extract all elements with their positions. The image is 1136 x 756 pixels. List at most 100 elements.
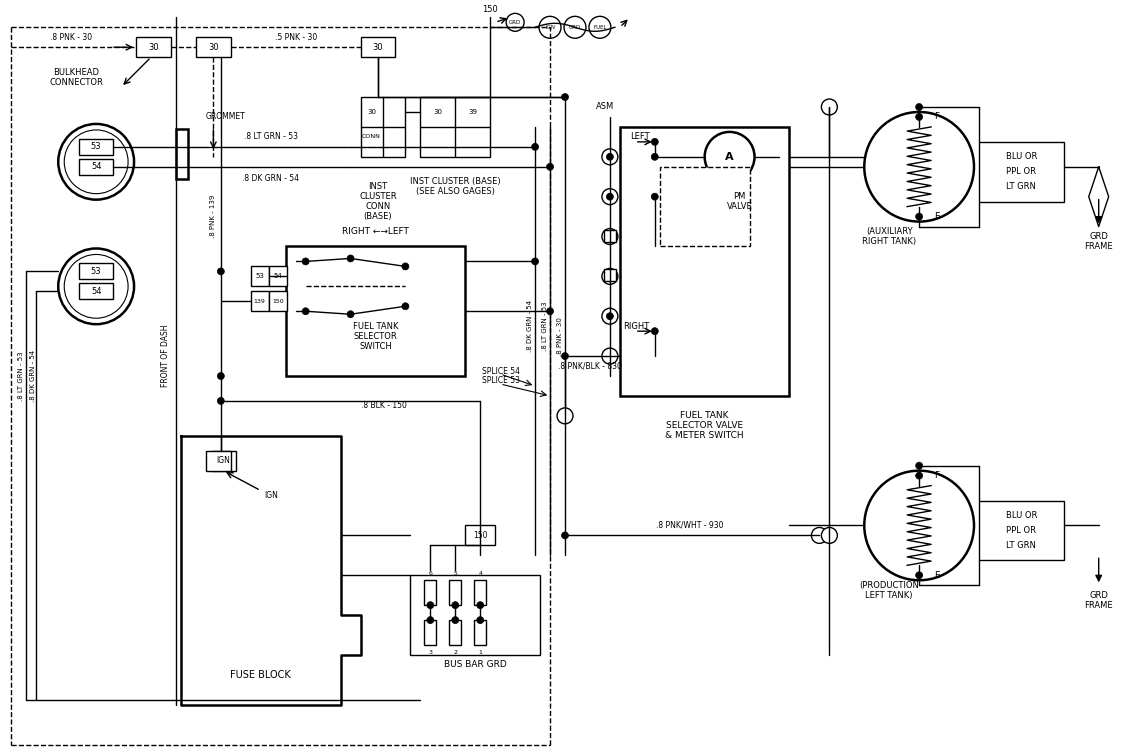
- Text: INST: INST: [368, 182, 387, 191]
- Text: GRD: GRD: [509, 20, 521, 25]
- Text: 54: 54: [274, 274, 282, 280]
- Circle shape: [477, 602, 484, 609]
- Text: .8 LT GRN - 53: .8 LT GRN - 53: [18, 352, 24, 401]
- Text: PPL OR: PPL OR: [1006, 526, 1036, 535]
- Text: 5: 5: [453, 571, 457, 576]
- Text: IGN: IGN: [264, 491, 277, 500]
- Text: BUS BAR GRD: BUS BAR GRD: [444, 661, 507, 670]
- Circle shape: [602, 348, 618, 364]
- Bar: [979, 500, 1063, 560]
- Text: RIGHT TANK): RIGHT TANK): [862, 237, 917, 246]
- Text: RIGHT ←→LEFT: RIGHT ←→LEFT: [342, 227, 409, 236]
- Text: 150: 150: [473, 531, 487, 540]
- Text: (SEE ALSO GAGES): (SEE ALSO GAGES): [416, 187, 494, 197]
- Text: FUSE BLOCK: FUSE BLOCK: [231, 670, 291, 680]
- Bar: [269, 266, 286, 287]
- Text: 30: 30: [373, 43, 383, 51]
- Text: FRONT OF DASH: FRONT OF DASH: [161, 325, 170, 387]
- Bar: [474, 620, 486, 645]
- Text: CONN: CONN: [362, 135, 381, 139]
- Text: 1: 1: [478, 650, 482, 655]
- Text: 54: 54: [91, 163, 101, 172]
- Circle shape: [864, 112, 974, 222]
- Text: SPLICE 54: SPLICE 54: [482, 367, 520, 376]
- Bar: [360, 37, 395, 57]
- Text: SPLICE 53: SPLICE 53: [482, 376, 520, 386]
- Circle shape: [532, 144, 538, 150]
- Text: BLU OR: BLU OR: [1005, 511, 1037, 520]
- Circle shape: [65, 255, 128, 318]
- Text: GRD: GRD: [1089, 590, 1108, 600]
- Bar: [420, 97, 491, 156]
- Bar: [450, 620, 461, 645]
- Bar: [80, 139, 114, 155]
- Text: .8 LT GRN - 53: .8 LT GRN - 53: [542, 302, 548, 351]
- Text: GRD: GRD: [569, 25, 582, 29]
- Circle shape: [607, 153, 613, 160]
- Text: 53: 53: [91, 142, 101, 151]
- Circle shape: [916, 472, 922, 479]
- Circle shape: [916, 113, 922, 120]
- Bar: [195, 37, 231, 57]
- Circle shape: [864, 471, 974, 581]
- Text: CLUSTER: CLUSTER: [359, 192, 396, 201]
- Bar: [176, 129, 187, 178]
- Circle shape: [602, 268, 618, 284]
- Text: 30: 30: [148, 43, 159, 51]
- Bar: [450, 581, 461, 605]
- Bar: [251, 291, 269, 311]
- Text: (AUXILIARY: (AUXILIARY: [866, 227, 912, 236]
- Text: .8 BLK - 150: .8 BLK - 150: [360, 401, 407, 411]
- Circle shape: [427, 617, 434, 624]
- Text: BLU OR: BLU OR: [1005, 152, 1037, 161]
- Circle shape: [916, 572, 922, 579]
- Bar: [425, 581, 436, 605]
- Text: FUEL TANK: FUEL TANK: [680, 411, 729, 420]
- Text: PM: PM: [734, 192, 745, 201]
- Circle shape: [651, 153, 658, 160]
- Bar: [211, 451, 236, 471]
- Bar: [251, 266, 269, 287]
- Circle shape: [452, 602, 459, 609]
- Circle shape: [452, 617, 459, 624]
- Text: .8 DK GRN - 54: .8 DK GRN - 54: [31, 350, 36, 402]
- Text: LT GRN: LT GRN: [1006, 541, 1036, 550]
- Circle shape: [563, 17, 586, 39]
- Bar: [604, 230, 616, 241]
- Bar: [466, 525, 495, 545]
- Circle shape: [546, 308, 553, 314]
- Text: (BASE): (BASE): [364, 212, 392, 221]
- Circle shape: [427, 602, 434, 609]
- Text: .8 PNK - 30: .8 PNK - 30: [50, 33, 92, 42]
- Circle shape: [346, 255, 354, 262]
- Circle shape: [217, 373, 224, 380]
- Bar: [604, 269, 616, 281]
- Circle shape: [302, 308, 309, 314]
- Text: FRAME: FRAME: [1085, 601, 1113, 609]
- Circle shape: [561, 352, 568, 360]
- Circle shape: [561, 532, 568, 539]
- Text: 4: 4: [478, 571, 482, 576]
- Bar: [206, 451, 231, 471]
- Circle shape: [402, 302, 409, 310]
- Bar: [285, 246, 466, 376]
- Circle shape: [588, 17, 611, 39]
- Bar: [425, 620, 436, 645]
- Text: SELECTOR: SELECTOR: [353, 332, 398, 341]
- Text: IGN: IGN: [216, 456, 231, 465]
- Bar: [979, 142, 1063, 202]
- Text: .8 PNK/WHT - 930: .8 PNK/WHT - 930: [655, 521, 724, 530]
- Circle shape: [821, 99, 837, 115]
- Text: 2: 2: [453, 650, 458, 655]
- Bar: [136, 37, 172, 57]
- Text: A: A: [725, 152, 734, 162]
- Circle shape: [302, 258, 309, 265]
- Circle shape: [651, 194, 658, 200]
- Circle shape: [607, 313, 613, 320]
- Circle shape: [507, 14, 524, 31]
- Text: E: E: [934, 571, 939, 580]
- Text: 150: 150: [483, 5, 498, 14]
- Circle shape: [651, 327, 658, 335]
- Text: E: E: [934, 212, 939, 221]
- Text: .8 DK GRN - 54: .8 DK GRN - 54: [527, 300, 533, 352]
